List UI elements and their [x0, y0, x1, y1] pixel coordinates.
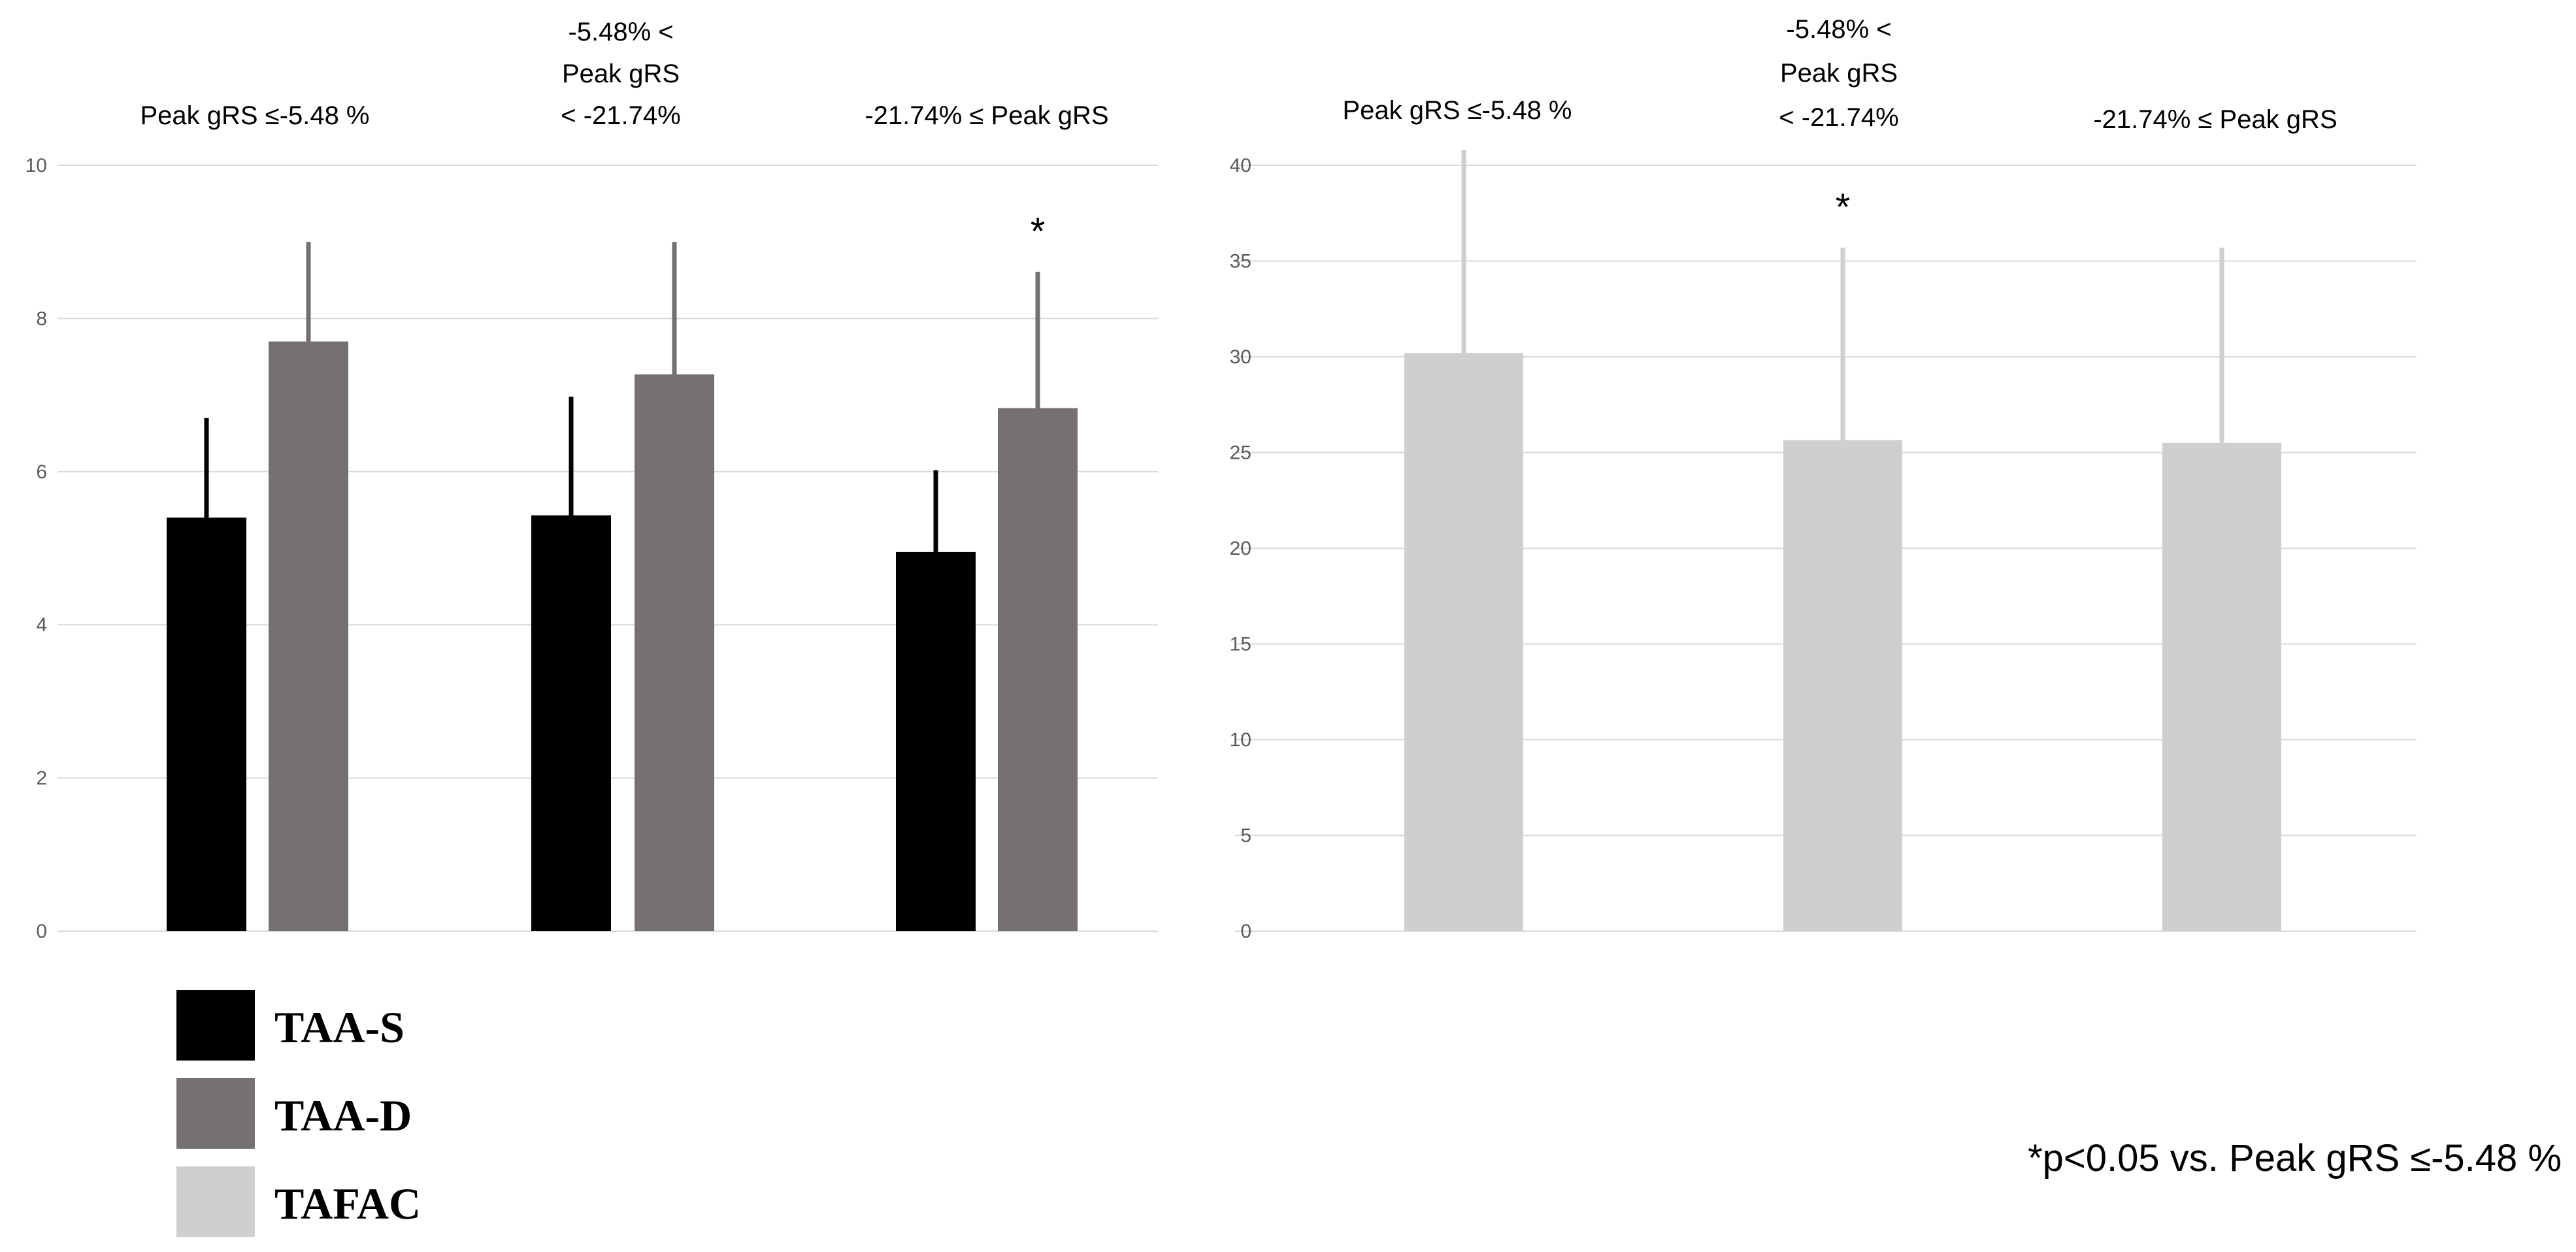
bar-tafac	[2162, 442, 2281, 931]
legend-swatch-tafac	[176, 1166, 255, 1237]
bar-taa-d	[269, 341, 348, 931]
legend-swatch-taa-d	[176, 1078, 255, 1149]
category-label: < -21.74%	[561, 101, 680, 130]
significance-footnote: *p<0.05 vs. Peak gRS ≤-5.48 %	[2028, 1137, 2562, 1179]
y-tick-label: 8	[36, 308, 47, 329]
left-chart: 0 2 4 6 8 10 Peak gRS ≤-5.48 % -5.48% < Peak gRS…	[25, 18, 1158, 942]
y-tick-label: 20	[1230, 538, 1251, 559]
category-label: Peak gRS ≤-5.48 %	[140, 101, 369, 130]
y-tick-label: 35	[1230, 251, 1251, 272]
y-tick-label: 5	[1240, 825, 1251, 847]
y-tick-label: 6	[36, 461, 47, 483]
y-tick-label: 30	[1230, 346, 1251, 368]
legend-swatch-taa-s	[176, 990, 255, 1061]
legend-label-tafac: TAFAC	[274, 1179, 421, 1228]
y-tick-label: 10	[25, 155, 47, 176]
legend-label-taa-s: TAA-S	[274, 1002, 405, 1052]
bar-tafac	[1783, 440, 1902, 931]
legend-label-taa-d: TAA-D	[274, 1091, 412, 1140]
y-tick-label: 4	[36, 614, 47, 636]
category-label: -21.74% ≤ Peak gRS	[2093, 105, 2337, 134]
category-label: < -21.74%	[1779, 103, 1898, 132]
category-label: -5.48% <	[1786, 15, 1891, 44]
y-tick-label: 15	[1230, 634, 1251, 655]
y-tick-label: 0	[1240, 921, 1251, 942]
bar-taa-d	[998, 408, 1078, 931]
y-tick-label: 2	[36, 768, 47, 789]
bar-taa-d	[635, 374, 714, 931]
category-label: Peak gRS ≤-5.48 %	[1342, 96, 1572, 125]
right-chart: 0 5 10 15 20 25 30 35 40 Peak gRS ≤-5.48 % -5.48% …	[1230, 15, 2417, 942]
category-label: -21.74% ≤ Peak gRS	[865, 101, 1108, 130]
y-tick-label: 0	[36, 921, 47, 942]
bar-tafac	[1404, 353, 1523, 931]
bar-taa-s	[531, 515, 611, 931]
category-label: Peak gRS	[562, 59, 680, 88]
significance-asterisk: *	[1836, 186, 1851, 229]
bar-taa-s	[896, 552, 976, 931]
category-label: -5.48% <	[568, 18, 673, 46]
significance-asterisk: *	[1031, 210, 1046, 253]
y-tick-label: 10	[1230, 729, 1251, 751]
category-label: Peak gRS	[1780, 59, 1898, 88]
bar-taa-s	[167, 518, 246, 931]
y-tick-label: 40	[1230, 155, 1251, 176]
y-tick-label: 25	[1230, 442, 1251, 464]
legend: TAA-S TAA-D TAFAC	[176, 990, 421, 1237]
